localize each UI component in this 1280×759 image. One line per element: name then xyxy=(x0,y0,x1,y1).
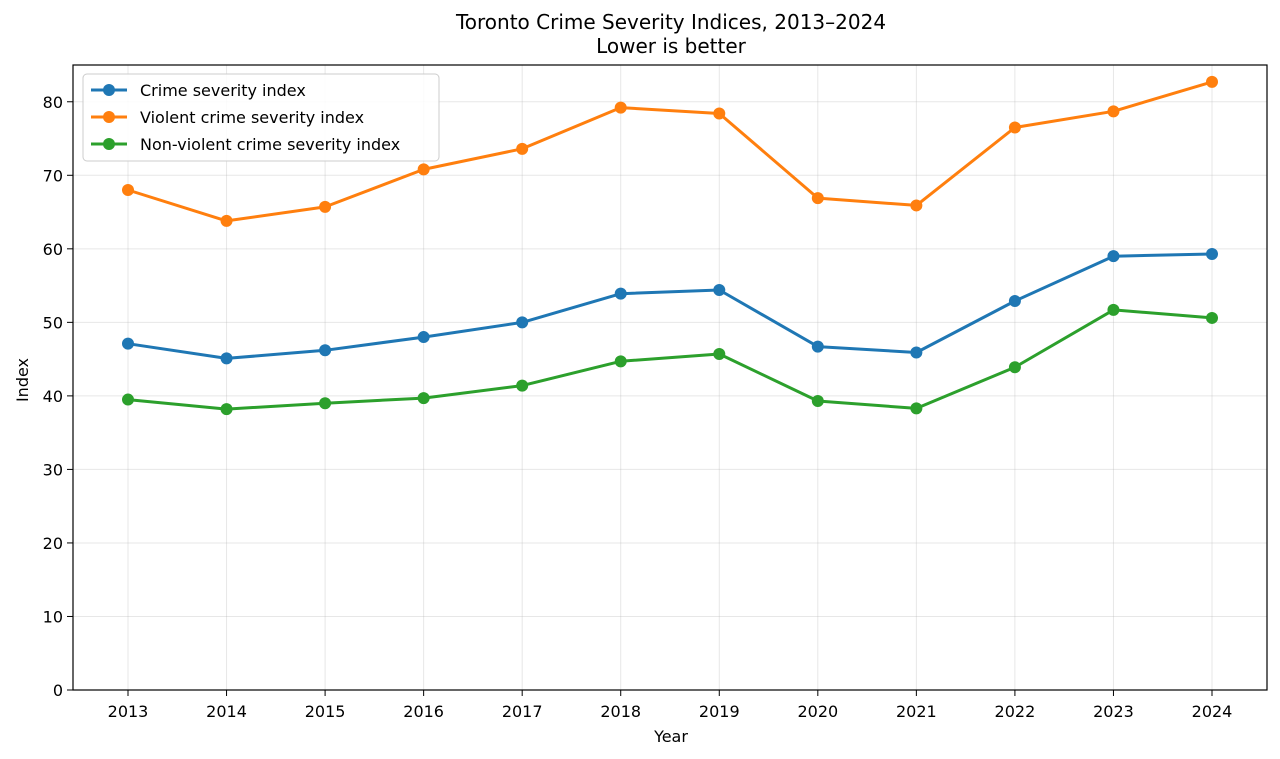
axes: 2013 2014 2015 2016 2017 2018 2019 2020 2021 2022… xyxy=(43,64,1268,721)
data-point xyxy=(1206,311,1218,324)
data-point xyxy=(516,142,529,155)
data-point xyxy=(1206,75,1218,88)
data-point xyxy=(614,287,627,300)
data-point xyxy=(1107,250,1120,263)
data-point xyxy=(1206,247,1218,260)
x-tick-label: 2022 xyxy=(995,702,1036,721)
y-tick-label: 10 xyxy=(43,607,63,626)
data-point xyxy=(910,402,923,415)
data-point xyxy=(516,316,529,329)
data-point xyxy=(910,346,923,359)
y-tick-label: 0 xyxy=(53,681,63,700)
x-tick-label: 2017 xyxy=(502,702,543,721)
data-point xyxy=(811,192,824,205)
x-tick-label: 2020 xyxy=(797,702,838,721)
data-point xyxy=(1008,295,1021,308)
data-point xyxy=(417,163,430,176)
data-point xyxy=(713,107,726,120)
y-tick-label: 40 xyxy=(43,387,63,406)
data-point xyxy=(516,379,529,392)
y-tick-label: 60 xyxy=(43,240,63,259)
legend-box xyxy=(82,73,440,162)
data-point xyxy=(220,214,233,227)
data-point xyxy=(713,347,726,360)
chart-title: Toronto Crime Severity Indices, 2013–202… xyxy=(455,10,886,34)
series-line xyxy=(126,308,1214,411)
x-tick-label: 2021 xyxy=(896,702,937,721)
x-tick-label: 2024 xyxy=(1192,702,1233,721)
data-point xyxy=(220,352,233,365)
x-tick-label: 2014 xyxy=(206,702,247,721)
data-point xyxy=(1107,105,1120,118)
y-tick-label: 80 xyxy=(43,93,63,112)
x-tick-label: 2016 xyxy=(403,702,444,721)
data-point xyxy=(122,184,134,196)
data-point xyxy=(1107,303,1120,316)
x-axis-label: Year xyxy=(653,727,688,746)
y-tick-label: 50 xyxy=(43,313,63,332)
x-tick-label: 2015 xyxy=(305,702,346,721)
legend-swatch-marker xyxy=(103,138,115,150)
data-point xyxy=(319,344,332,357)
series-1 xyxy=(122,247,1218,365)
legend-item: Crime severity index xyxy=(91,81,306,100)
data-point xyxy=(220,403,233,416)
data-point xyxy=(319,200,332,213)
data-point xyxy=(811,340,824,353)
data-point xyxy=(319,397,332,410)
legend-swatch-marker xyxy=(103,84,115,96)
series-group xyxy=(122,75,1218,416)
legend-label: Violent crime severity index xyxy=(140,108,364,127)
legend-label: Crime severity index xyxy=(140,81,306,100)
series-3 xyxy=(122,303,1218,416)
data-point xyxy=(614,101,627,114)
series-2 xyxy=(122,75,1218,227)
legend-item: Violent crime severity index xyxy=(91,108,364,127)
chart-subtitle: Lower is better xyxy=(596,34,747,58)
x-tick-label: 2018 xyxy=(600,702,641,721)
x-tick-label: 2019 xyxy=(699,702,740,721)
y-tick-label: 30 xyxy=(43,460,63,479)
data-point xyxy=(1008,121,1021,134)
legend-label: Non-violent crime severity index xyxy=(140,135,400,154)
data-point xyxy=(122,337,134,350)
data-point xyxy=(811,395,824,408)
y-axis-label: Index xyxy=(13,358,32,402)
data-point xyxy=(417,392,430,405)
x-tick-label: 2013 xyxy=(108,702,149,721)
x-tick-label: 2023 xyxy=(1093,702,1134,721)
series-line xyxy=(126,80,1214,223)
data-point xyxy=(713,284,726,296)
data-point xyxy=(122,393,134,406)
legend: Crime severity index Violent crime severi… xyxy=(82,73,440,162)
legend-item: Non-violent crime severity index xyxy=(91,135,400,154)
plot-frame xyxy=(72,64,1268,691)
legend-swatch-marker xyxy=(103,111,115,123)
data-point xyxy=(614,355,627,368)
data-point xyxy=(417,331,430,344)
y-tick-label: 20 xyxy=(43,534,63,553)
y-tick-label: 70 xyxy=(43,166,63,185)
data-point xyxy=(910,199,923,212)
data-point xyxy=(1008,361,1021,374)
series-line xyxy=(126,252,1214,360)
